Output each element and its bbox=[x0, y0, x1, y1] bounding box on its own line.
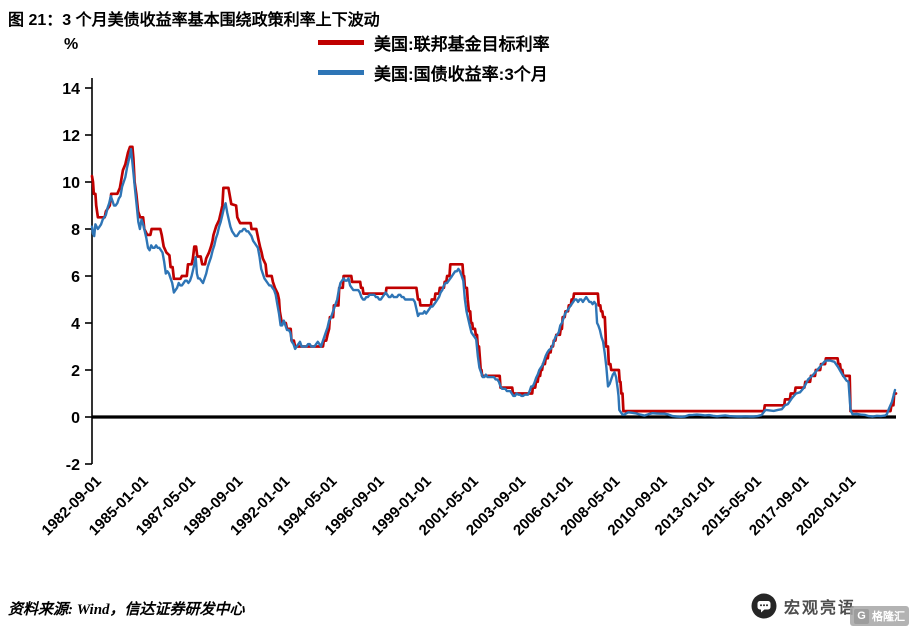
gelonghui-label: 格隆汇 bbox=[872, 611, 905, 623]
chart-legend: 美国:联邦基金目标利率 美国:国债收益率:3个月 bbox=[318, 30, 550, 90]
figure-title: 图 21：3 个月美债收益率基本围绕政策利率上下波动 bbox=[8, 12, 380, 29]
gelonghui-badge: G 格隆汇 bbox=[850, 606, 909, 626]
gelonghui-logo-icon: G bbox=[854, 608, 869, 624]
treasury-yield-line-swatch bbox=[318, 70, 364, 75]
source-note: 资料来源: Wind，信达证券研发中心 bbox=[8, 602, 245, 618]
series-line-1 bbox=[90, 147, 897, 418]
legend-label-fed-funds-rate: 美国:联邦基金目标利率 bbox=[374, 35, 550, 54]
fed-funds-line-swatch bbox=[318, 40, 364, 45]
y-tick-label: 14 bbox=[62, 81, 80, 98]
brand-name: 宏观亮语 bbox=[783, 600, 856, 617]
legend-item-fed-funds-rate: 美国:联邦基金目标利率 bbox=[318, 30, 550, 55]
y-tick-label: 12 bbox=[62, 128, 80, 145]
y-tick-label: -2 bbox=[66, 457, 80, 474]
y-tick-label: 6 bbox=[71, 269, 80, 286]
y-tick-label: 4 bbox=[71, 316, 80, 333]
y-tick-label: 10 bbox=[62, 175, 80, 192]
legend-label-3m-treasury-yield: 美国:国债收益率:3个月 bbox=[374, 65, 548, 84]
brand-watermark: 宏观亮语 bbox=[751, 593, 856, 619]
y-tick-label: 8 bbox=[71, 222, 80, 239]
y-tick-label: 0 bbox=[71, 410, 80, 427]
y-axis-unit-label: % bbox=[64, 36, 79, 53]
legend-item-3m-treasury-yield: 美国:国债收益率:3个月 bbox=[318, 60, 550, 85]
y-tick-label: 2 bbox=[71, 363, 80, 380]
speech-bubble-icon bbox=[751, 593, 777, 619]
series-line-0 bbox=[90, 145, 898, 413]
